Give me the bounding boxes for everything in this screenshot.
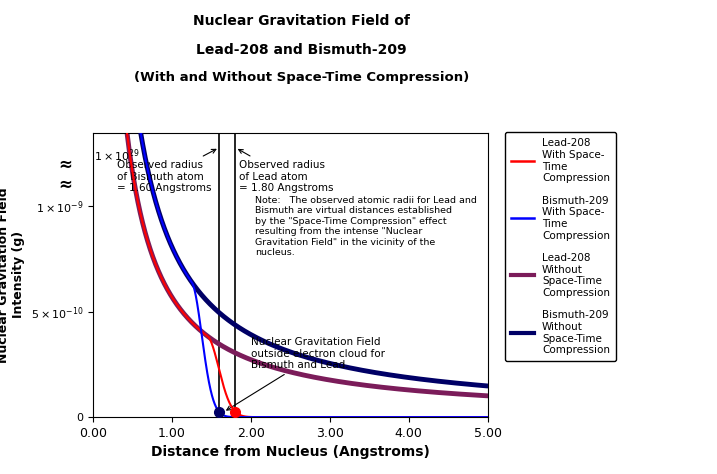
- Y-axis label: Nuclear Gravitation Field
Intensity (g): Nuclear Gravitation Field Intensity (g): [0, 187, 25, 363]
- Text: Observed radius
of Lead atom
= 1.80 Angstroms: Observed radius of Lead atom = 1.80 Angs…: [239, 149, 333, 193]
- Text: Nuclear Gravitation Field
outside electron cloud for
Bismuth and Lead.: Nuclear Gravitation Field outside electr…: [227, 337, 385, 410]
- Text: Note:   The observed atomic radii for Lead and
Bismuth are virtual distances est: Note: The observed atomic radii for Lead…: [255, 196, 477, 257]
- Text: ≈
≈: ≈ ≈: [59, 155, 72, 194]
- Legend: Lead-208
With Space-
Time
Compression, Bismuth-209
With Space-
Time
Compression,: Lead-208 With Space- Time Compression, B…: [505, 132, 617, 362]
- X-axis label: Distance from Nucleus (Angstroms): Distance from Nucleus (Angstroms): [151, 446, 429, 459]
- Text: (With and Without Space-Time Compression): (With and Without Space-Time Compression…: [133, 71, 469, 84]
- Text: Nuclear Gravitation Field of: Nuclear Gravitation Field of: [193, 14, 409, 28]
- Text: Observed radius
of Bismuth atom
= 1.60 Angstroms: Observed radius of Bismuth atom = 1.60 A…: [117, 149, 216, 193]
- Text: $1 \times 10^{29}$: $1 \times 10^{29}$: [94, 147, 140, 164]
- Text: Lead-208 and Bismuth-209: Lead-208 and Bismuth-209: [196, 43, 407, 57]
